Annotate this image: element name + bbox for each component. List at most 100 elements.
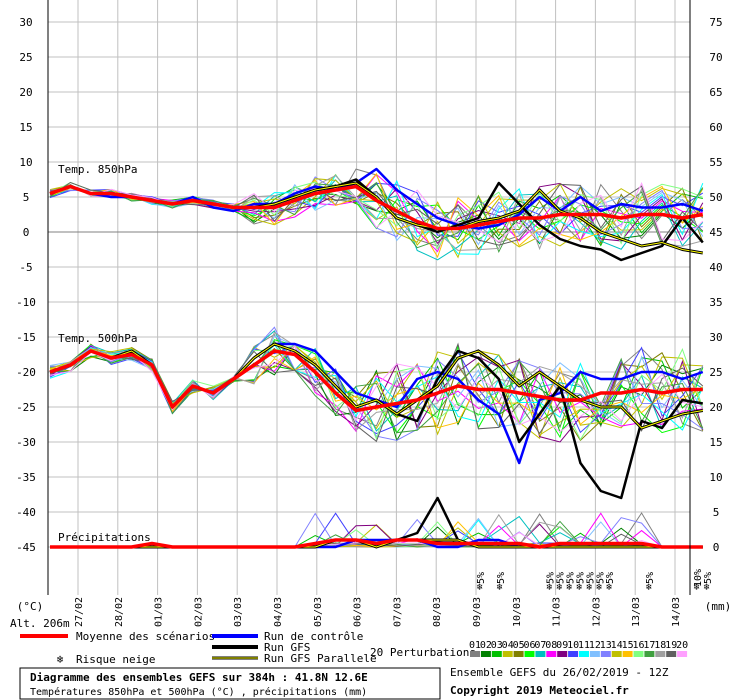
right-tick-label: 25 [709, 366, 722, 379]
right-tick-label: 30 [709, 331, 722, 344]
date-tick-label: 14/03 [671, 597, 682, 627]
right-unit-label: (mm) [705, 600, 732, 613]
pert-color-swatch [633, 651, 644, 657]
right-tick-label: 35 [709, 296, 722, 309]
pert-color-swatch [600, 651, 611, 657]
snow-risk-icon: ❄ [694, 582, 701, 593]
date-tick-label: 01/03 [154, 597, 165, 627]
gfs_para-series-precip-inner [50, 539, 703, 548]
pert-number-label: 18 [654, 640, 666, 651]
right-tick-label: 45 [709, 226, 722, 239]
snow-risk-icon: ❄ [477, 582, 484, 593]
pert-number-label: 09 [556, 640, 568, 651]
left-tick-label: 15 [19, 121, 32, 134]
left-tick-label: -20 [16, 366, 36, 379]
snow-risk-icon: ❄ [566, 582, 573, 593]
pert-color-swatch [579, 651, 589, 657]
snow-risk-icon: ❄ [556, 582, 563, 593]
left-tick-label: 20 [19, 86, 32, 99]
right-tick-label: 65 [709, 86, 722, 99]
left-tick-label: 5 [23, 191, 30, 204]
left-tick-label: -10 [16, 296, 36, 309]
pert-color-swatch [535, 651, 546, 657]
pert-color-swatch [470, 651, 480, 657]
pert-color-swatch [611, 651, 622, 657]
mean-series-t850 [49, 184, 704, 231]
snow-risk-icon: ❄ [586, 582, 593, 593]
snow-risk-label: 5% [496, 572, 507, 584]
legend-snow-icon: ❄ [57, 653, 64, 666]
pert-number-label: 08 [545, 640, 557, 651]
left-tick-label: -15 [16, 331, 36, 344]
pert-number-label: 11 [578, 640, 590, 651]
date-tick-label: 28/02 [114, 597, 125, 627]
right-tick-label: 0 [713, 541, 720, 554]
plot-area [48, 0, 690, 595]
right-tick-label: 5 [713, 506, 720, 519]
pert-number-label: 10 [567, 640, 579, 651]
legend-label-mean: Moyenne des scénarios [76, 630, 215, 643]
pert-number-label: 17 [643, 640, 655, 651]
date-tick-label: 09/03 [472, 597, 483, 627]
pert-color-swatch [568, 651, 579, 657]
right-tick-label: 70 [709, 51, 722, 64]
left-tick-label: -45 [16, 541, 36, 554]
pert-color-swatch [589, 651, 600, 657]
footer-title: Diagramme des ensembles GEFS sur 384h : … [30, 671, 368, 684]
right-tick-label: 60 [709, 121, 722, 134]
section-label-t500: Temp. 500hPa [58, 332, 137, 345]
snow-risk-label: 5% [555, 572, 566, 584]
pert-number-label: 19 [665, 640, 677, 651]
legend-label-perturbations: 20 Perturbations [370, 646, 476, 659]
left-tick-label: 30 [19, 16, 32, 29]
snow-risk-icon: ❄ [596, 582, 603, 593]
left-tick-label: 0 [23, 226, 30, 239]
pert-color-swatch [491, 651, 502, 657]
perturbation-line-20-t500 [49, 344, 703, 433]
pert-color-swatch [524, 651, 535, 657]
right-tick-label: 75 [709, 16, 722, 29]
snow-risk-label: 5% [565, 572, 576, 584]
date-tick-label: 06/03 [353, 597, 364, 627]
pert-number-label: 03 [491, 640, 503, 651]
pert-number-label: 16 [632, 640, 644, 651]
snow-risk-label: 5% [575, 572, 586, 584]
pert-color-swatch [622, 651, 633, 657]
pert-number-label: 04 [502, 640, 514, 651]
legend-label-control: Run de contrôle [264, 630, 363, 643]
run-info-label: Ensemble GEFS du 26/02/2019 - 12Z [450, 666, 669, 679]
mean-series-t500 [49, 349, 703, 413]
snow-risk-icon: ❄ [646, 582, 653, 593]
section-label-t850: Temp. 850hPa [58, 163, 137, 176]
snow-risk-label: 5% [585, 572, 596, 584]
snow-risk-label: 10% [693, 569, 704, 587]
date-tick-label: 08/03 [432, 597, 443, 627]
left-tick-label: -25 [16, 401, 36, 414]
legend-label-gfs: Run GFS [264, 641, 310, 654]
date-tick-label: 03/03 [233, 597, 244, 627]
footer-title-box [19, 667, 441, 700]
perturbation-line-18-t500 [49, 331, 704, 432]
pert-number-label: 12 [589, 640, 601, 651]
snow-risk-label: 5% [476, 572, 487, 584]
left-tick-label: 25 [19, 51, 32, 64]
pert-color-swatch [480, 651, 491, 657]
copyright-label: Copyright 2019 Meteociel.fr [450, 684, 629, 697]
left-tick-label: 10 [19, 156, 32, 169]
snow-risk-label: 5% [595, 572, 606, 584]
legend-label-gfs-para: Run GFS Parallele [264, 652, 377, 665]
pert-number-label: 05 [513, 640, 525, 651]
snow-risk-icon: ❄ [704, 582, 711, 593]
pert-color-swatch [502, 651, 513, 657]
pert-number-label: 14 [611, 640, 623, 651]
altitude-label: Alt. 206m [10, 617, 70, 630]
snow-risk-icon: ❄ [547, 582, 554, 593]
section-label-precip: Précipitations [58, 531, 151, 544]
snow-risk-label: 5% [605, 572, 616, 584]
left-unit-label: (°C) [17, 600, 44, 613]
snow-risk-icon: ❄ [576, 582, 583, 593]
pert-number-label: 02 [480, 640, 492, 651]
pert-number-label: 01 [469, 640, 481, 651]
right-tick-label: 40 [709, 261, 722, 274]
